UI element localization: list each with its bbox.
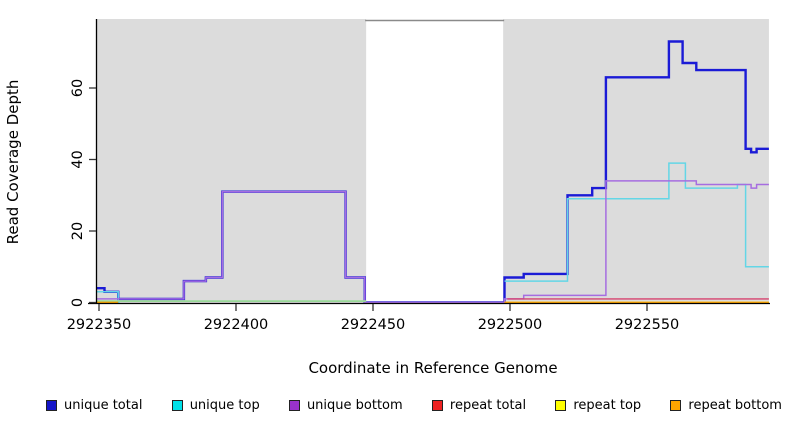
x-axis-title: Coordinate in Reference Genome xyxy=(308,359,558,377)
legend-item-unique-total: unique total xyxy=(46,398,142,413)
x-tick-label: 2922350 xyxy=(67,317,132,333)
y-tick-label: 60 xyxy=(70,79,86,97)
y-tick-label: 0 xyxy=(70,298,86,307)
legend-item-unique-top: unique top xyxy=(171,398,260,413)
series-line-unique-top xyxy=(96,291,120,304)
series-line-unique-top xyxy=(504,162,769,282)
legend-swatch-icon xyxy=(670,400,682,411)
legend-swatch-icon xyxy=(555,400,567,411)
legend-label: repeat total xyxy=(449,398,527,413)
legend-item-repeat-bottom: repeat bottom xyxy=(670,398,782,413)
legend: unique total unique top unique bottom repea… xyxy=(46,398,782,413)
legend-label: unique top xyxy=(189,398,260,413)
legend-swatch-icon xyxy=(46,400,57,411)
legend-swatch-icon xyxy=(288,400,300,411)
legend-label: unique total xyxy=(64,398,143,413)
y-tick-label: 40 xyxy=(70,150,86,168)
y-tick-label: 20 xyxy=(70,222,86,240)
x-tick-label: 2922500 xyxy=(478,317,543,333)
legend-item-repeat-top: repeat top xyxy=(555,398,641,413)
legend-label: unique bottom xyxy=(306,398,403,413)
x-tick-label: 2922550 xyxy=(615,317,680,333)
legend-swatch-icon xyxy=(431,400,443,411)
covered-region-left xyxy=(96,19,367,303)
legend-label: repeat top xyxy=(573,398,642,413)
legend-swatch-icon xyxy=(171,400,183,411)
x-tick-label: 2922450 xyxy=(341,317,406,333)
y-axis-title: Read Coverage Depth xyxy=(4,79,22,245)
legend-label: repeat bottom xyxy=(688,398,782,413)
x-tick-label: 2922400 xyxy=(204,317,269,333)
legend-item-unique-bottom: unique bottom xyxy=(288,398,403,413)
series-line-unique-bottom xyxy=(96,180,769,304)
covered-region-right xyxy=(503,19,769,303)
legend-item-repeat-total: repeat total xyxy=(431,398,527,413)
